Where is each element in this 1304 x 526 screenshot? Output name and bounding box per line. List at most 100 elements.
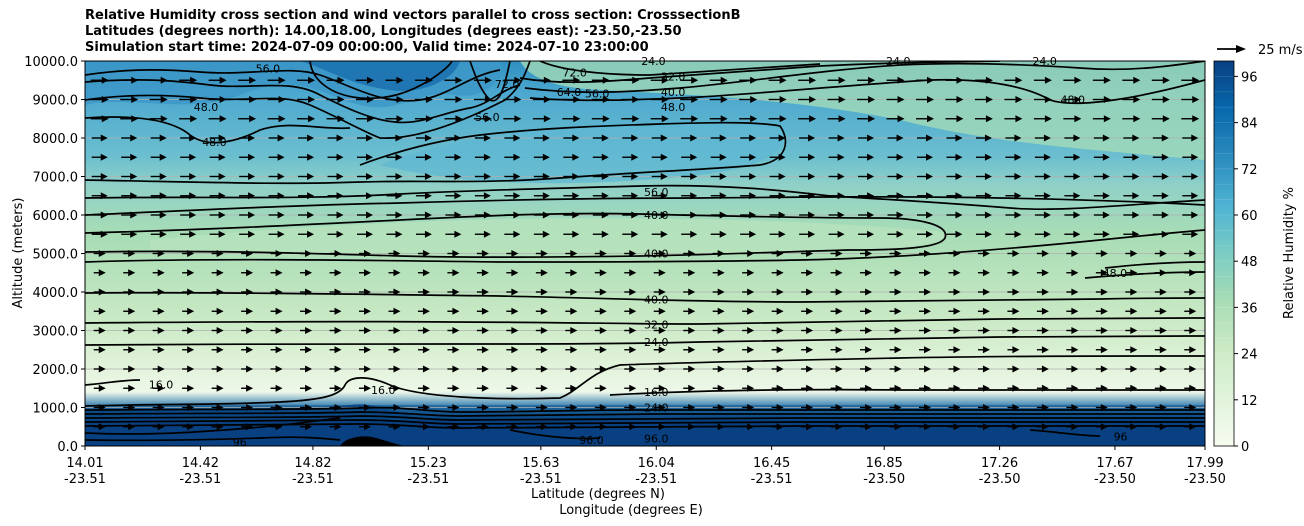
- wind-arrow-head: [956, 76, 964, 84]
- wind-arrow-head: [601, 153, 609, 161]
- wind-arrow-head: [779, 76, 787, 84]
- wind-arrow-head: [894, 365, 902, 373]
- wind-arrow-head: [1041, 423, 1049, 431]
- wind-arrow-head: [218, 211, 226, 219]
- wind-arrow-head: [750, 115, 758, 123]
- wind-arrow-head: [513, 192, 521, 200]
- wind-arrow-head: [277, 230, 285, 238]
- wind-arrow-head: [806, 307, 814, 315]
- wind-arrow-head: [776, 346, 784, 354]
- contour-line: [85, 291, 1205, 303]
- wind-arrow-head: [246, 307, 254, 315]
- wind-arrow-head: [835, 288, 843, 296]
- wind-arrow-head: [100, 230, 108, 238]
- wind-arrow-head: [481, 365, 489, 373]
- wind-arrow-head: [366, 230, 373, 238]
- wind-arrow-head: [336, 134, 344, 142]
- wind-arrow-head: [1012, 288, 1020, 296]
- wind-arrow-head: [364, 288, 371, 296]
- wind-arrow-head: [422, 250, 430, 257]
- wind-arrow-head: [511, 269, 519, 277]
- wind-arrow-head: [1043, 134, 1051, 142]
- wind-arrow-head: [513, 211, 521, 219]
- contour-line: [85, 406, 1205, 413]
- wind-arrow-head: [1130, 384, 1138, 392]
- wind-arrow-head: [747, 404, 755, 411]
- wind-arrow-head: [187, 346, 195, 354]
- wind-arrow-head: [688, 404, 696, 411]
- wind-arrow-head: [1071, 384, 1079, 392]
- wind-arrow-head: [1071, 307, 1079, 315]
- wind-arrow-head: [1044, 115, 1052, 123]
- wind-arrow-head: [1133, 76, 1141, 84]
- wind-arrow-head: [838, 96, 846, 103]
- wind-arrow-head: [1162, 115, 1170, 123]
- wind-arrow-head: [776, 327, 784, 334]
- wind-arrow-head: [1192, 96, 1200, 103]
- contour-line: [85, 79, 521, 124]
- wind-arrow-head: [747, 269, 755, 277]
- wind-arrow-head: [776, 288, 784, 296]
- wind-arrow-head: [1133, 96, 1141, 103]
- wind-arrow-head: [249, 96, 257, 103]
- wind-arrow-head: [806, 327, 814, 334]
- wind-arrow-head: [691, 96, 699, 103]
- wind-arrow-head: [1159, 269, 1167, 277]
- wind-arrow-head: [776, 404, 784, 411]
- wind-arrow-head: [1043, 153, 1051, 161]
- wind-arrow-head: [1159, 327, 1167, 334]
- wind-arrow-head: [395, 230, 403, 238]
- wind-arrow-head: [984, 153, 992, 161]
- wind-arrow-head: [955, 134, 963, 142]
- wind-arrow-head: [187, 288, 195, 296]
- wind-arrow-head: [422, 423, 430, 431]
- contour-label: 96: [233, 436, 247, 449]
- contour-line: [85, 379, 141, 386]
- wind-arrow-head: [894, 327, 902, 334]
- wind-arrow-head: [452, 307, 460, 315]
- wind-arrow-head: [454, 230, 462, 238]
- wind-arrow-head: [570, 404, 578, 411]
- wind-arrow-head: [808, 211, 816, 219]
- wind-arrow-head: [778, 192, 786, 200]
- wind-arrow-head: [601, 211, 609, 219]
- wind-arrow-head: [688, 365, 696, 373]
- wind-arrow-head: [953, 423, 961, 431]
- chart-title-line-2: Latitudes (degrees north): 14.00,18.00, …: [85, 24, 682, 39]
- wind-arrow-head: [278, 96, 286, 103]
- wind-arrow-head: [1191, 230, 1199, 238]
- wind-arrow-head: [1041, 288, 1049, 296]
- wind-arrow-head: [452, 404, 460, 411]
- wind-arrow-head: [364, 384, 371, 392]
- wind-arrow-head: [750, 96, 758, 103]
- wind-arrow-head: [690, 211, 698, 219]
- colorbar-tick-label: 96: [1241, 70, 1258, 85]
- x-tick-label-lat: 15.63: [522, 456, 559, 471]
- wind-arrow-head: [424, 192, 432, 200]
- wind-arrow-head: [334, 404, 342, 411]
- wind-arrow-head: [543, 115, 551, 123]
- wind-arrow-head: [481, 404, 489, 411]
- wind-arrow-head: [982, 250, 990, 257]
- wind-arrow-head: [454, 192, 462, 200]
- wind-arrow-head: [865, 288, 873, 296]
- wind-arrow-head: [396, 96, 404, 103]
- wind-arrow-head: [1130, 404, 1138, 411]
- wind-arrow-head: [248, 211, 256, 219]
- wind-arrow-head: [216, 365, 224, 373]
- wind-arrow-head: [277, 211, 285, 219]
- wind-arrow-head: [131, 96, 139, 103]
- wind-arrow-head: [573, 96, 581, 103]
- wind-arrow-head: [572, 211, 580, 219]
- contour-label: 96.0: [644, 432, 669, 445]
- wind-arrow-head: [246, 327, 254, 334]
- wind-arrow-head: [1189, 250, 1197, 257]
- wind-arrow-head: [157, 365, 165, 373]
- wind-arrow-head: [779, 96, 787, 103]
- wind-arrow-head: [481, 423, 489, 431]
- wind-arrow-head: [602, 115, 610, 123]
- wind-arrow-head: [570, 423, 578, 431]
- wind-arrow-head: [189, 134, 197, 142]
- wind-arrow-head: [747, 250, 755, 257]
- wind-arrow-head: [395, 211, 403, 219]
